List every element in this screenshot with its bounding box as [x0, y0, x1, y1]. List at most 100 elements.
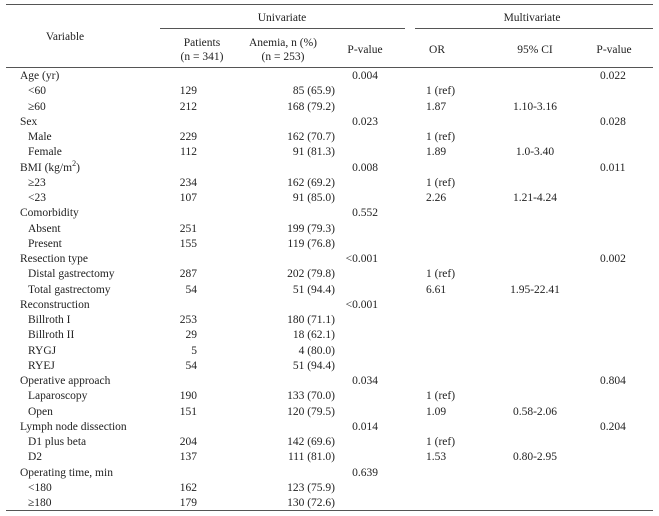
- patients: 129: [179, 85, 197, 98]
- odds-ratio: 1 (ref): [426, 176, 456, 189]
- p-value: 0.002: [600, 253, 626, 265]
- variable: Reconstruction: [20, 298, 90, 311]
- anemia: 123 (75.9): [287, 481, 335, 494]
- level: Present: [28, 237, 62, 250]
- level: ≥23: [28, 176, 46, 189]
- variable: Resection type: [20, 253, 89, 265]
- level: Billroth I: [28, 314, 71, 326]
- confidence-interval: 0.58-2.06: [512, 405, 558, 418]
- confidence-interval: 0.80-2.95: [512, 451, 558, 464]
- anemia: 168 (79.2): [287, 100, 335, 113]
- patients: 212: [179, 100, 197, 113]
- column-header: (n = 253): [261, 51, 305, 63]
- patients: 107: [179, 192, 197, 204]
- column-header: 95% CI: [517, 44, 553, 56]
- patients: 155: [179, 237, 197, 250]
- level: Billroth II: [28, 329, 75, 342]
- rule: [6, 510, 653, 511]
- anemia: 199 (79.3): [287, 222, 335, 235]
- patients: 190: [179, 390, 197, 403]
- anemia: 180 (71.1): [287, 314, 335, 326]
- level: Male: [28, 131, 52, 143]
- anemia: 142 (69.6): [287, 436, 335, 448]
- odds-ratio: 1 (ref): [426, 268, 456, 281]
- column-header: P-value: [596, 44, 632, 56]
- odds-ratio: 1 (ref): [426, 131, 456, 143]
- patients: 287: [179, 268, 197, 281]
- level: RYEJ: [28, 359, 55, 372]
- variable-end: ): [76, 161, 80, 174]
- variable: Lymph node dissection: [20, 420, 127, 433]
- p-value: 0.552: [352, 207, 378, 220]
- anemia: 4 (80.0): [298, 344, 335, 357]
- confidence-interval: 1.10-3.16: [512, 100, 558, 113]
- variable: Operating time, min: [20, 466, 113, 479]
- variable: BMI (kg/m2): [20, 158, 80, 174]
- odds-ratio: 2.26: [426, 192, 447, 204]
- anemia: 162 (70.7): [287, 131, 335, 143]
- header-variable: Variable: [45, 31, 85, 43]
- confidence-interval: 1.0-3.40: [515, 146, 555, 159]
- confidence-interval: 1.95-22.41: [510, 283, 560, 296]
- level: <23: [28, 192, 46, 204]
- odds-ratio: 1 (ref): [426, 390, 456, 403]
- rule: [415, 28, 653, 29]
- patients: 251: [179, 222, 197, 235]
- patients: 162: [179, 481, 197, 494]
- rule: [160, 28, 405, 29]
- variable: Sex: [20, 115, 38, 128]
- variable: Operative approach: [20, 375, 111, 387]
- p-value: 0.004: [352, 70, 378, 82]
- patients: 54: [185, 359, 198, 372]
- p-value: 0.639: [352, 466, 378, 479]
- p-value: 0.023: [352, 115, 378, 128]
- p-value: 0.014: [352, 420, 378, 433]
- level: <60: [28, 85, 46, 98]
- level: Laparoscopy: [28, 390, 88, 403]
- column-header: OR: [429, 44, 445, 56]
- level: Distal gastrectomy: [28, 268, 115, 281]
- level: Absent: [28, 222, 61, 235]
- p-value: 0.034: [352, 375, 378, 387]
- rule: [6, 4, 653, 5]
- p-value: 0.204: [600, 420, 626, 433]
- patients: 179: [179, 497, 197, 509]
- level: D2: [28, 451, 43, 464]
- p-value: 0.008: [352, 161, 378, 174]
- patients: 54: [185, 283, 198, 296]
- anemia: 120 (79.5): [287, 405, 335, 418]
- odds-ratio: 1.53: [426, 451, 447, 464]
- patients: 229: [179, 131, 197, 143]
- anemia: 51 (94.4): [292, 283, 335, 296]
- level: Female: [28, 146, 62, 159]
- anemia: 111 (81.0): [287, 451, 335, 464]
- patients: 234: [179, 176, 197, 189]
- odds-ratio: 1.89: [426, 146, 447, 159]
- anemia: 91 (81.3): [292, 146, 335, 159]
- level: Total gastrectomy: [28, 283, 111, 296]
- level: ≥60: [28, 100, 46, 113]
- column-header: (n = 341): [180, 51, 224, 63]
- level: D1 plus beta: [28, 436, 87, 448]
- anemia: 91 (85.0): [292, 192, 335, 204]
- superscript: 2: [72, 158, 77, 168]
- anemia: 119 (76.8): [287, 237, 335, 250]
- p-value: <0.001: [345, 298, 378, 311]
- odds-ratio: 1.09: [426, 405, 447, 418]
- odds-ratio: 6.61: [426, 283, 447, 296]
- odds-ratio: 1 (ref): [426, 85, 456, 98]
- column-header: Anemia, n (%): [248, 37, 318, 49]
- anemia: 51 (94.4): [292, 359, 335, 372]
- column-header: Patients: [183, 37, 221, 49]
- patients: 137: [179, 451, 197, 464]
- level: <180: [28, 481, 52, 494]
- anemia: 133 (70.0): [287, 390, 335, 403]
- p-value: <0.001: [345, 253, 378, 265]
- anemia: 18 (62.1): [292, 329, 335, 342]
- variable: Comorbidity: [20, 207, 79, 220]
- anemia: 85 (65.9): [292, 85, 335, 98]
- p-value: 0.011: [600, 161, 626, 174]
- patients: 151: [179, 405, 197, 418]
- level: ≥180: [28, 497, 52, 509]
